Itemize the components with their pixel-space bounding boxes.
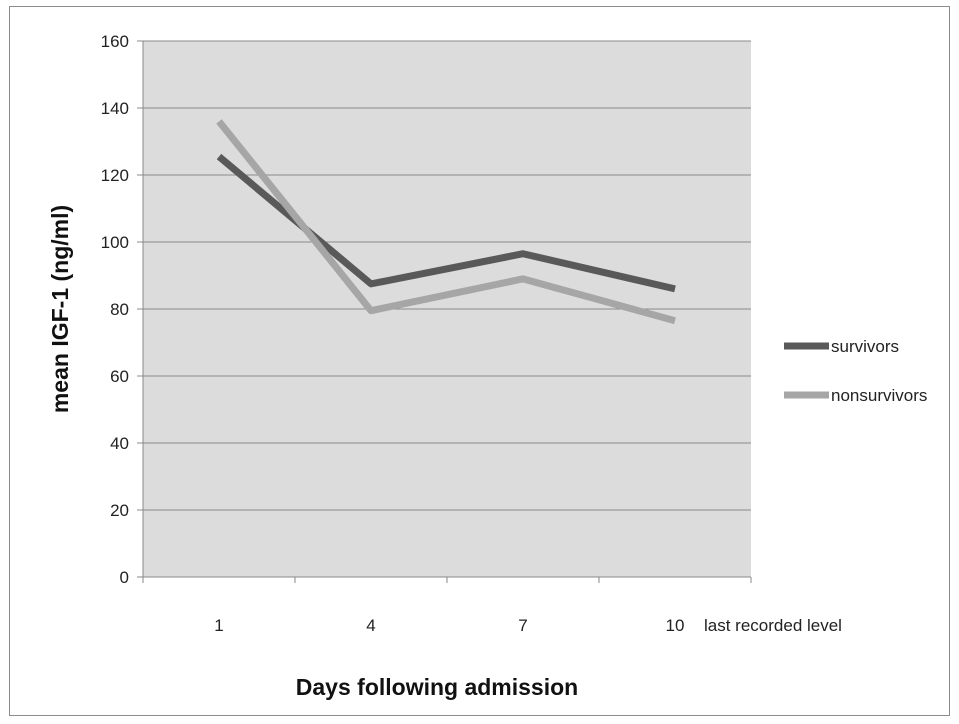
x-tick-label: 7 [518, 616, 527, 635]
x-axis-label: Days following admission [296, 674, 578, 700]
x-tick-label: 1 [214, 616, 223, 635]
series-line-nonsurvivors [216, 119, 676, 325]
axes [137, 40, 752, 583]
y-tick-label: 0 [120, 568, 129, 587]
y-tick-label: 160 [101, 32, 129, 51]
x-tick-label: 10 [666, 616, 685, 635]
legend-label-nonsurvivors: nonsurvivors [831, 386, 927, 405]
y-tick-label: 140 [101, 99, 129, 118]
y-tick-label: 40 [110, 434, 129, 453]
y-tick-labels: 0 20 40 60 80 100 120 140 160 [101, 32, 129, 587]
x-tick-label: 4 [366, 616, 375, 635]
legend: survivors nonsurvivors [784, 337, 927, 405]
y-tick-label: 80 [110, 300, 129, 319]
x-tick-label: last recorded level [704, 616, 842, 635]
y-tick-label: 100 [101, 233, 129, 252]
legend-label-survivors: survivors [831, 337, 899, 356]
y-tick-label: 120 [101, 166, 129, 185]
x-tick-labels: 1 4 7 10 last recorded level [214, 616, 842, 635]
y-axis-label: mean IGF-1 (ng/ml) [47, 205, 73, 413]
series-lines [216, 119, 676, 325]
y-tick-label: 20 [110, 501, 129, 520]
y-tick-label: 60 [110, 367, 129, 386]
